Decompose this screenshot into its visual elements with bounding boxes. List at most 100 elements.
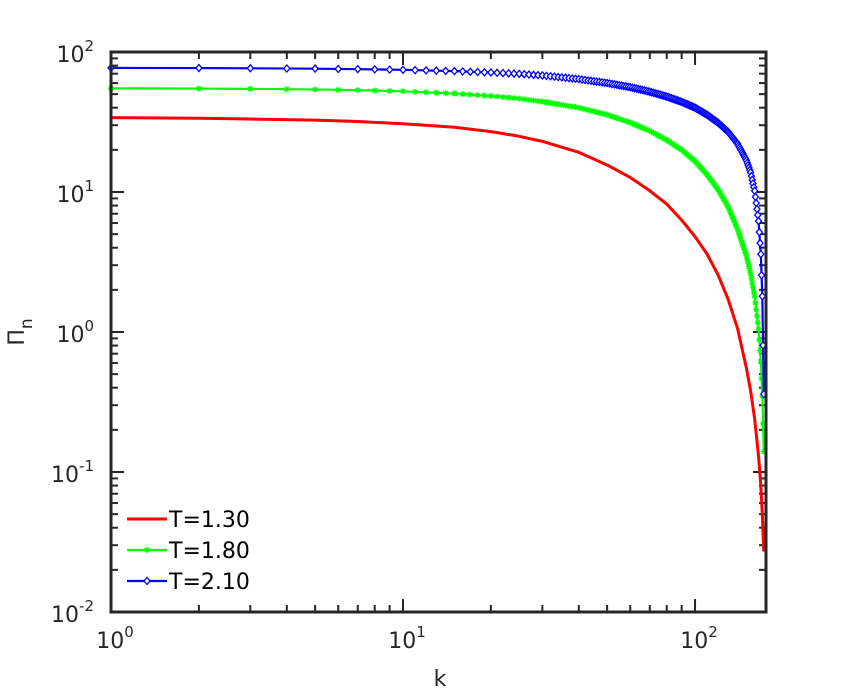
data-point: [635, 123, 642, 130]
series-t-1-30: [110, 116, 766, 552]
data-point: [450, 66, 459, 76]
data-point: [606, 112, 613, 119]
legend-item-t-1-30: T=1.30: [127, 508, 250, 533]
y-axis-label: Πn: [5, 318, 37, 345]
data-point: [499, 68, 507, 78]
data-point: [335, 86, 342, 93]
data-point: [412, 88, 419, 95]
data-point: [195, 85, 202, 92]
data-point: [386, 87, 393, 94]
data-point: [748, 275, 755, 282]
data-point: [467, 91, 474, 98]
legend: T=1.30 T=1.80 T=2.10: [127, 508, 250, 595]
data-point: [584, 107, 591, 114]
data-point: [740, 245, 747, 252]
data-point: [622, 118, 629, 125]
data-point: [736, 231, 743, 238]
data-point: [500, 94, 507, 101]
data-point: [752, 299, 759, 306]
data-point: [751, 293, 758, 300]
data-point: [459, 91, 466, 98]
plot-area: [111, 52, 766, 612]
data-point: [741, 247, 748, 254]
y-tick-label: 102: [56, 37, 94, 68]
data-point: [734, 226, 741, 233]
data-point: [731, 217, 738, 224]
x-tick-label: 100: [96, 623, 134, 654]
data-point: [746, 267, 753, 274]
data-point: [525, 96, 532, 103]
data-point: [757, 347, 764, 354]
data-point: [466, 67, 475, 77]
data-point: [733, 224, 740, 231]
data-point: [731, 219, 738, 226]
data-point: [742, 250, 749, 257]
data-point: [587, 107, 594, 114]
data-point: [760, 420, 767, 427]
data-point: [744, 256, 751, 263]
data-point: [726, 206, 733, 213]
legend-label: T=2.10: [168, 570, 250, 595]
data-point: [743, 252, 750, 259]
x-axis-label: k: [434, 667, 447, 692]
data-point: [516, 95, 523, 102]
series-line-t-1-30: [110, 116, 766, 552]
data-point: [745, 260, 752, 267]
data-point: [458, 66, 467, 76]
data-point: [569, 103, 576, 110]
data-point: [740, 242, 747, 249]
data-point: [755, 227, 764, 237]
data-point: [753, 313, 760, 320]
data-point: [627, 119, 634, 126]
data-point: [745, 263, 752, 270]
data-point: [747, 270, 754, 277]
data-point: [442, 90, 449, 97]
x-tick-labels: 100 101 102: [96, 623, 718, 654]
data-point: [487, 92, 494, 99]
y-tick-label: 10-2: [51, 597, 94, 628]
data-point: [370, 64, 379, 74]
data-point: [729, 213, 736, 220]
data-point: [487, 67, 495, 77]
data-point: [753, 306, 760, 313]
data-point: [618, 116, 625, 123]
data-point: [749, 279, 756, 286]
legend-label: T=1.30: [168, 508, 250, 533]
data-point: [530, 97, 537, 104]
data-point: [334, 64, 343, 74]
data-point: [593, 109, 600, 116]
data-point: [433, 89, 440, 96]
data-point: [399, 65, 407, 75]
data-point: [354, 87, 361, 94]
data-point: [596, 109, 603, 116]
legend-item-t-1-80: T=1.80: [127, 539, 250, 564]
data-point: [558, 101, 565, 108]
data-point: [631, 121, 638, 128]
x-tick-label: 101: [388, 623, 426, 654]
data-point: [730, 215, 737, 222]
data-point: [551, 100, 558, 107]
data-point: [590, 108, 597, 115]
data-point: [547, 100, 554, 107]
data-point: [504, 68, 513, 78]
data-point: [543, 99, 550, 106]
data-point: [760, 448, 767, 455]
legend-label: T=1.80: [168, 539, 250, 564]
y-tick-label: 101: [56, 177, 94, 208]
data-point: [441, 66, 450, 76]
data-point: [613, 115, 620, 122]
data-point: [520, 69, 529, 79]
data-point: [738, 237, 745, 244]
data-point: [582, 106, 589, 113]
y-axis-label-main: Π: [5, 329, 30, 346]
data-point: [451, 90, 458, 97]
data-point: [629, 120, 636, 127]
svg-text:Πn: Πn: [5, 318, 37, 345]
data-point: [283, 86, 290, 93]
series-t-2-10: [107, 63, 768, 399]
data-point: [525, 70, 533, 80]
data-point: [247, 85, 254, 92]
data-point: [756, 238, 764, 248]
data-point: [539, 98, 546, 105]
